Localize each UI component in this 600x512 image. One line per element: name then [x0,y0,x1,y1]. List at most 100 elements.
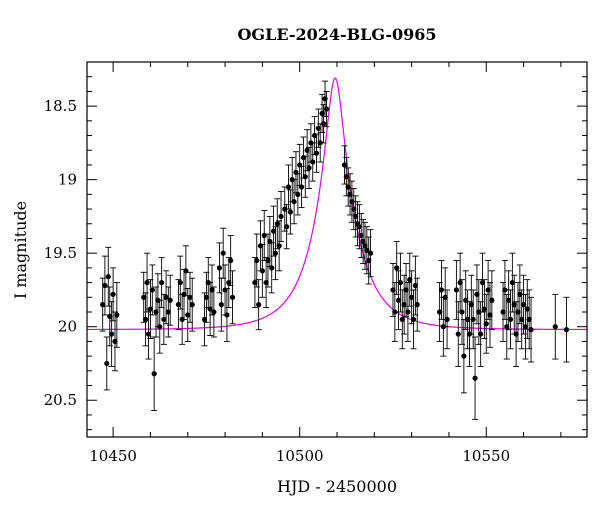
data-point [403,263,410,317]
data-point [203,271,210,323]
data-marker [479,279,486,286]
data-point [105,246,112,307]
data-marker [165,309,171,315]
data-point [283,204,290,250]
x-tick-label: 10550 [462,447,510,465]
data-point [225,257,232,309]
data-marker [399,316,405,322]
data-marker [468,302,474,308]
data-marker [201,316,208,322]
data-point [389,263,396,317]
data-marker [269,265,275,271]
y-tick-label: 18.5 [44,97,77,115]
data-marker [226,279,232,286]
data-marker [287,209,293,215]
data-marker [552,324,558,330]
data-marker [395,297,402,303]
data-marker [320,121,327,127]
data-marker [252,279,258,286]
data-marker [216,265,223,271]
data-marker [392,309,398,315]
data-marker [100,302,106,308]
data-marker [265,257,271,264]
data-marker [526,316,532,322]
data-marker [109,331,115,337]
data-marker [149,287,155,293]
data-point [414,277,421,332]
data-marker [263,279,269,286]
plot-frame [86,61,588,438]
data-marker [502,287,508,293]
data-marker [302,174,308,180]
data-marker [102,282,108,289]
data-point [320,104,327,144]
data-marker [522,324,529,330]
data-marker [500,309,506,315]
data-point [317,123,324,163]
data-point [106,286,113,347]
data-marker [476,309,482,315]
data-point [209,264,215,316]
data-marker [323,106,330,112]
data-marker [317,140,323,146]
data-point [528,296,535,363]
data-point [298,165,305,209]
data-marker [343,174,349,180]
data-point [509,252,516,313]
data-marker [175,302,182,308]
data-marker [345,184,351,190]
chart-title: OGLE-2024-BLG-0965 [237,25,436,44]
data-marker [515,309,521,315]
data-marker [161,316,167,322]
data-marker [410,316,417,322]
data-marker [367,250,374,256]
data-marker [485,287,491,293]
data-point [227,235,234,286]
data-point [453,260,460,320]
data-marker [489,297,495,303]
data-marker [304,147,310,153]
data-point [486,282,493,348]
data-point [229,270,236,325]
data-point [223,288,230,342]
data-marker [211,309,217,315]
x-axis-label: HJD - 2450000 [277,477,397,496]
data-marker [224,312,230,318]
y-tick-label: 19.5 [44,244,77,262]
data-point [503,293,510,360]
data-point [144,252,151,313]
data-point [103,336,110,391]
data-marker [347,191,353,197]
data-point [167,274,174,326]
data-point [210,286,217,338]
data-marker [487,312,493,318]
data-marker [220,250,226,256]
data-point [552,293,559,360]
data-marker [298,184,305,190]
data-marker [563,327,570,333]
data-point [113,282,120,348]
data-marker [107,313,113,320]
data-marker [145,331,152,337]
data-marker [472,375,478,381]
data-point [323,90,330,128]
data-marker [278,213,284,220]
data-point [149,264,156,316]
data-marker [519,316,525,322]
data-marker [504,324,510,330]
data-marker [507,316,514,322]
data-point [470,289,477,350]
data-marker [356,224,362,230]
data-marker [276,243,282,249]
data-point [563,296,570,363]
data-point [278,190,285,242]
data-marker [409,294,415,300]
data-point [358,213,365,259]
data-marker [185,312,191,318]
data-marker [455,331,461,337]
data-marker [353,213,359,220]
data-marker [459,309,465,315]
data-marker [478,331,484,337]
data-marker [315,125,321,131]
